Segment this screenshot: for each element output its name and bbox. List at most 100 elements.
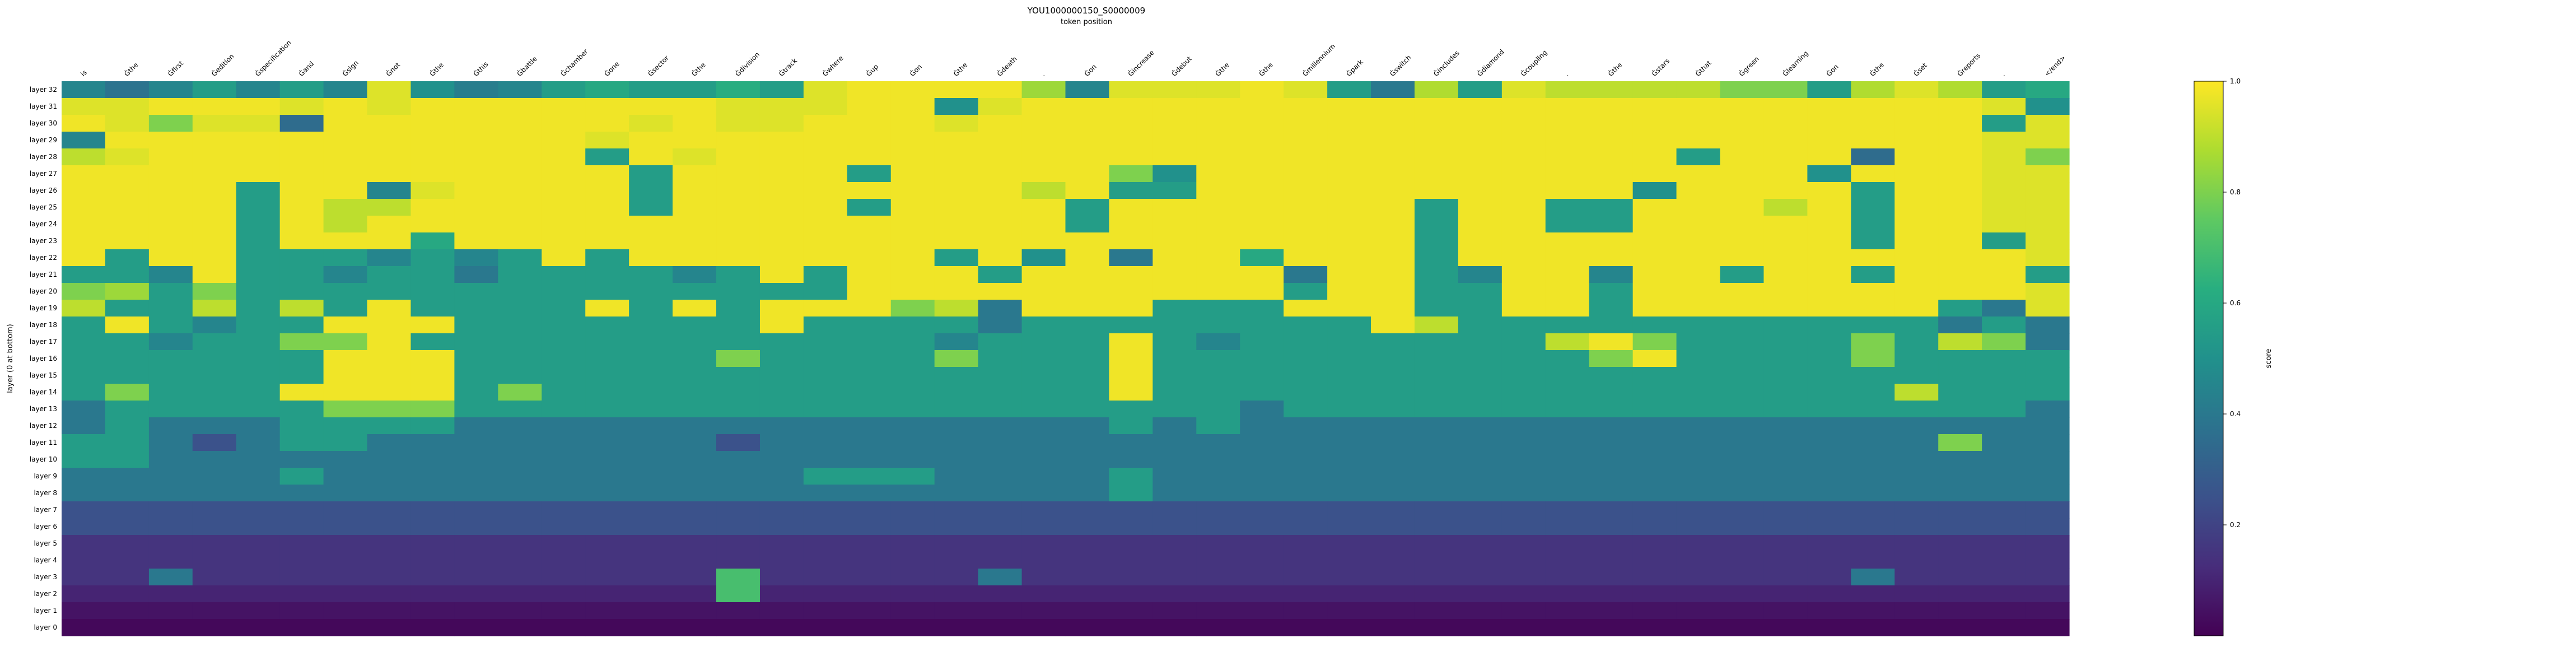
heatmap-cell: [192, 518, 237, 536]
heatmap-cell: [1589, 401, 1634, 418]
heatmap-cell: [105, 451, 150, 468]
heatmap-cell: [1720, 266, 1765, 283]
heatmap-cell: [1196, 518, 1240, 536]
heatmap-cell: [542, 350, 586, 367]
heatmap-cell: [1284, 115, 1328, 132]
heatmap-cell: [934, 182, 979, 199]
heatmap-cell: [236, 451, 281, 468]
heatmap-cell: [716, 232, 760, 250]
heatmap-cell: [890, 619, 935, 636]
heatmap-cell: [148, 132, 193, 149]
heatmap-cell: [1458, 132, 1502, 149]
x-tick-label: Ġdebut: [1169, 54, 1193, 78]
heatmap-cell: [1065, 316, 1110, 334]
heatmap-cell: [1284, 585, 1328, 603]
heatmap-cell: [1284, 569, 1328, 586]
heatmap-cell: [1676, 216, 1721, 233]
heatmap-cell: [716, 81, 760, 99]
heatmap-cell: [236, 300, 281, 317]
heatmap-cell: [1632, 485, 1677, 502]
heatmap-cell: [1021, 350, 1066, 367]
heatmap-cell: [1501, 316, 1546, 334]
heatmap-cell: [1152, 384, 1197, 401]
heatmap-cell: [2026, 501, 2070, 519]
heatmap-cell: [1065, 266, 1110, 283]
heatmap-cell: [148, 165, 193, 183]
heatmap-cell: [323, 602, 368, 620]
heatmap-cell: [498, 602, 542, 620]
heatmap-cell: [498, 350, 542, 367]
heatmap-cell: [1458, 81, 1502, 99]
heatmap-cell: [1763, 485, 1808, 502]
heatmap-cell: [1196, 115, 1240, 132]
heatmap-cell: [236, 434, 281, 451]
x-tick-label: Ġdivision: [733, 50, 761, 78]
x-tick-label: Ġthe: [689, 60, 707, 78]
heatmap-cell: [934, 451, 979, 468]
heatmap-cell: [629, 535, 673, 552]
heatmap-cell: [759, 199, 804, 216]
heatmap-cell: [1676, 132, 1721, 149]
heatmap-cell: [1632, 333, 1677, 351]
heatmap-cell: [585, 148, 629, 166]
heatmap-cell: [1894, 165, 1939, 183]
heatmap-cell: [1240, 300, 1284, 317]
heatmap-cell: [1894, 81, 1939, 99]
heatmap-cell: [148, 199, 193, 216]
y-tick-label: layer 7: [34, 506, 57, 514]
heatmap-cell: [2026, 468, 2070, 485]
heatmap-cell: [759, 535, 804, 552]
heatmap-cell: [192, 98, 237, 115]
colorbar-tick-label: 0.4: [2230, 410, 2241, 418]
heatmap-cell: [890, 81, 935, 99]
heatmap-cell: [105, 232, 150, 250]
heatmap-cell: [105, 485, 150, 502]
heatmap-cell: [1021, 333, 1066, 351]
heatmap-cell: [105, 350, 150, 367]
heatmap-cell: [1676, 81, 1721, 99]
heatmap-cell: [454, 216, 498, 233]
heatmap-cell: [1807, 569, 1851, 586]
heatmap-cell: [890, 518, 935, 536]
x-tick-label: Ġand: [296, 59, 315, 78]
heatmap-cell: [1938, 232, 1982, 250]
heatmap-cell: [410, 535, 455, 552]
heatmap-cell: [1894, 115, 1939, 132]
heatmap-cell: [585, 266, 629, 283]
heatmap-cell: [629, 165, 673, 183]
heatmap-cell: [236, 81, 281, 99]
heatmap-cell: [847, 384, 892, 401]
heatmap-cell: [192, 501, 237, 519]
heatmap-cell: [716, 384, 760, 401]
heatmap-cell: [1720, 401, 1765, 418]
heatmap-cell: [1327, 283, 1371, 300]
heatmap-cell: [1545, 300, 1590, 317]
heatmap-cell: [1545, 501, 1590, 519]
heatmap-cell: [410, 316, 455, 334]
heatmap-cell: [410, 249, 455, 267]
heatmap-cell: [1894, 485, 1939, 502]
heatmap-cell: [759, 417, 804, 435]
heatmap-cell: [978, 518, 1023, 536]
heatmap-cell: [192, 434, 237, 451]
heatmap-cell: [1589, 98, 1634, 115]
heatmap-cell: [803, 501, 848, 519]
heatmap-cell: [1284, 148, 1328, 166]
x-tick-label: Ġthe: [1868, 60, 1886, 78]
heatmap-cell: [629, 619, 673, 636]
heatmap-cell: [847, 232, 892, 250]
heatmap-cell: [498, 417, 542, 435]
heatmap-cell: [978, 384, 1023, 401]
x-tick-label: Ġdeath: [995, 54, 1018, 78]
heatmap-cell: [148, 148, 193, 166]
heatmap-cell: [1065, 283, 1110, 300]
heatmap-cell: [1371, 367, 1415, 384]
heatmap-cell: [1327, 148, 1371, 166]
heatmap-cell: [192, 401, 237, 418]
heatmap-cell: [1938, 367, 1982, 384]
heatmap-cell: [1501, 434, 1546, 451]
heatmap-cell: [367, 98, 412, 115]
heatmap-cell: [498, 232, 542, 250]
heatmap-cell: [1763, 300, 1808, 317]
